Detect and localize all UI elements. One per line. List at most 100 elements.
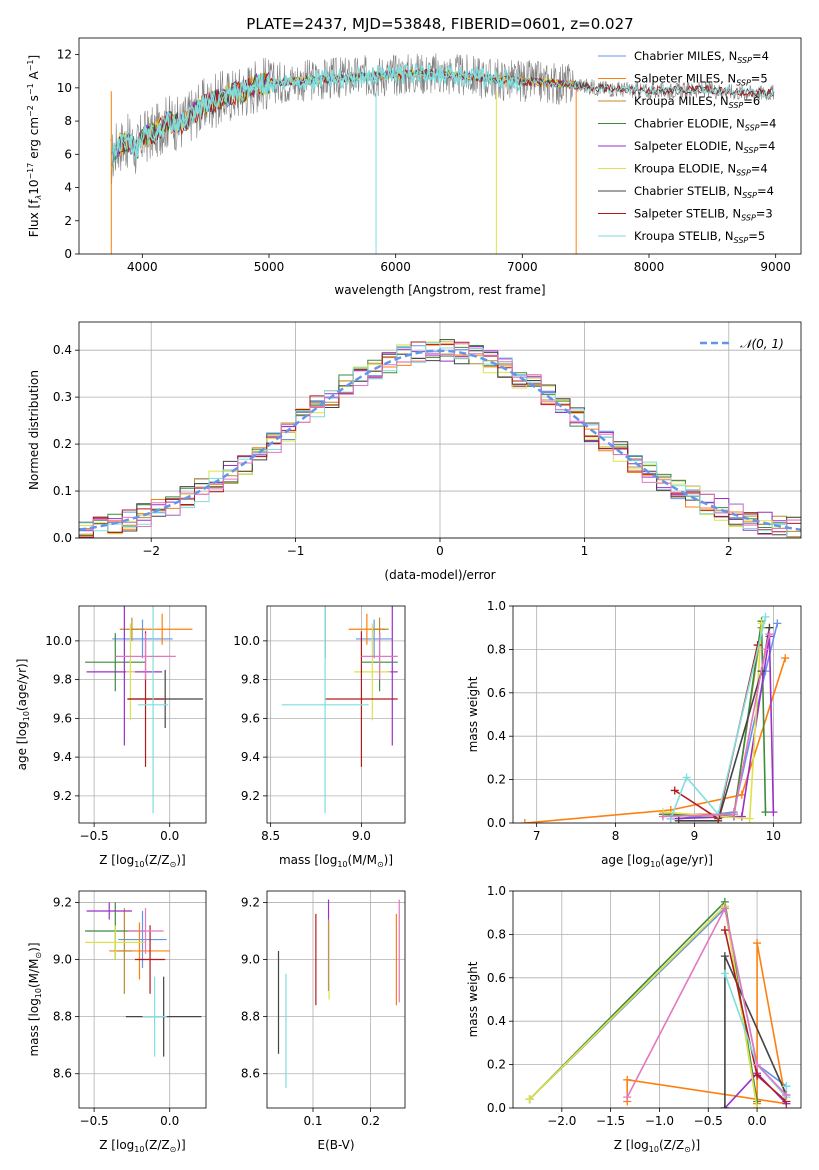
panel-age-vs-mass: 8.5 9.0 9.2 9.4 9.6 9.8 10.0 mass [log10(M/M⊙)] xyxy=(233,605,406,869)
y-tick-label: 0.3 xyxy=(53,390,72,404)
plot-area xyxy=(85,606,203,814)
y-tick-label: 9.0 xyxy=(53,953,72,967)
legend-label: 𝒩(0, 1) xyxy=(740,337,784,351)
weight-marker xyxy=(520,819,529,823)
x-tick-label: −1.0 xyxy=(645,1114,674,1128)
panel-residuals: −2 −1 0 1 2 0.0 0.1 0.2 0.3 0.4 (data-model)/error… xyxy=(27,321,802,582)
legend-label: Salpeter ELODIE, NSSP=4 xyxy=(634,139,775,155)
legend-label: Chabrier STELIB, NSSP=4 xyxy=(634,184,774,200)
weight-marker xyxy=(525,1095,534,1104)
weight-marker xyxy=(720,969,729,978)
weight-marker xyxy=(761,645,770,654)
x-tick-label: 0 xyxy=(436,544,444,558)
x-tick-label: 0.2 xyxy=(361,1114,380,1128)
weight-marker xyxy=(720,904,729,913)
x-tick-label: 7 xyxy=(533,829,541,843)
x-tick-label: 5000 xyxy=(254,260,285,274)
y-tick-label: 9.6 xyxy=(241,711,260,725)
x-axis-label: age [log10(age/yr)] xyxy=(601,853,713,869)
x-tick-label: 1 xyxy=(581,544,589,558)
histogram-step xyxy=(79,342,801,538)
weight-marker xyxy=(753,1060,762,1069)
y-tick-label: 9.2 xyxy=(53,895,72,909)
x-tick-label: 8 xyxy=(612,829,620,843)
y-axis-label: Normed distribution xyxy=(27,370,41,490)
axes-frame xyxy=(512,890,802,1109)
y-axis-label: age [log10(age/yr)] xyxy=(15,659,31,771)
weight-marker xyxy=(737,812,746,821)
y-tick-label: 6 xyxy=(64,147,72,161)
y-tick-label: 0.4 xyxy=(53,343,72,357)
weight-marker xyxy=(753,939,762,948)
x-tick-label: 0.1 xyxy=(303,1114,322,1128)
y-tick-label: 8 xyxy=(64,114,72,128)
model-spectrum-line xyxy=(111,63,523,163)
plot-area xyxy=(79,339,801,538)
axes-frame xyxy=(266,890,406,1109)
y-tick-label: 2 xyxy=(64,214,72,228)
legend-label: Kroupa STELIB, NSSP=5 xyxy=(634,229,765,245)
axes-frame xyxy=(78,890,207,1109)
panel-mass-vs-Z: −0.5 0.0 8.6 8.8 9.0 9.2 Z [log10(Z/Z⊙)] mass [… xyxy=(27,890,207,1154)
weight-marker xyxy=(674,816,683,823)
panel-spectrum: 4000 5000 6000 7000 8000 9000 0 2 4 6 8 10 12 wavelen… xyxy=(26,37,802,297)
weight-marker xyxy=(682,773,691,782)
y-tick-label: 8.8 xyxy=(241,1010,260,1024)
plot-area xyxy=(281,606,398,814)
weight-line xyxy=(662,634,771,818)
y-tick-label: 0.8 xyxy=(487,642,506,656)
x-tick-label: 4000 xyxy=(127,260,158,274)
y-tick-label: 0.2 xyxy=(487,773,506,787)
figure-title: PLATE=2437, MJD=53848, FIBERID=0601, z=0… xyxy=(246,15,633,33)
y-tick-label: 0.4 xyxy=(487,1014,506,1028)
weight-marker xyxy=(781,654,790,663)
y-tick-label: 0 xyxy=(64,247,72,261)
weight-marker xyxy=(720,952,729,961)
plot-area xyxy=(110,53,775,254)
y-tick-label: 0.0 xyxy=(487,816,506,830)
y-tick-label: 0.2 xyxy=(53,437,72,451)
y-tick-label: 0.6 xyxy=(487,686,506,700)
weight-line xyxy=(529,904,758,1108)
y-axis-label: mass weight xyxy=(466,961,480,1037)
weight-line xyxy=(529,906,787,1100)
y-tick-label: 10 xyxy=(57,81,72,95)
x-tick-label: −0.5 xyxy=(694,1114,723,1128)
y-tick-label: 0.6 xyxy=(487,971,506,985)
x-tick-label: −0.5 xyxy=(80,1114,109,1128)
y-tick-label: 1.0 xyxy=(487,599,506,613)
legend-label: Chabrier MILES, NSSP=4 xyxy=(634,49,769,65)
y-tick-label: 9.4 xyxy=(241,750,260,764)
plot-area xyxy=(520,612,790,823)
x-axis-label: Z [log10(Z/Z⊙)] xyxy=(99,853,185,869)
y-tick-label: 9.8 xyxy=(241,673,260,687)
legend: Chabrier MILES, NSSP=4 Salpeter MILES, NS… xyxy=(598,49,776,245)
weight-line xyxy=(626,906,787,1098)
weight-marker xyxy=(769,808,778,817)
x-tick-label: 9000 xyxy=(760,260,791,274)
y-tick-label: 8.6 xyxy=(241,1067,260,1081)
plot-area xyxy=(525,897,791,1108)
x-axis-label: (data-model)/error xyxy=(384,568,495,582)
x-axis-label: mass [log10(M/M⊙)] xyxy=(279,853,393,869)
x-tick-label: −2 xyxy=(142,544,160,558)
weight-marker xyxy=(720,1104,729,1108)
axes-frame xyxy=(512,605,802,824)
weight-marker xyxy=(670,786,679,795)
x-tick-label: −0.5 xyxy=(80,829,109,843)
x-tick-label: 2 xyxy=(725,544,733,558)
weight-marker xyxy=(753,1071,762,1080)
weight-marker xyxy=(623,1075,632,1084)
weight-marker xyxy=(761,612,770,621)
y-axis-label: mass [log10(M/M⊙)] xyxy=(27,942,43,1056)
y-tick-label: 9.0 xyxy=(241,953,260,967)
panel-weight-vs-Z: −2.0 −1.5 −1.0 −0.5 0.0 0.0 0.2 0.4 0.6 0.8 1.0 Z [… xyxy=(466,884,802,1154)
weight-marker xyxy=(773,619,782,628)
x-axis-label: E(B-V) xyxy=(317,1138,354,1152)
weight-line xyxy=(670,636,775,820)
panel-mass-vs-EBV: 0.1 0.2 8.6 8.8 9.0 9.2 E(B-V) xyxy=(241,890,406,1152)
x-axis-label: wavelength [Angstrom, rest frame] xyxy=(334,283,545,297)
x-tick-label: 7000 xyxy=(507,260,538,274)
y-tick-label: 4 xyxy=(64,181,72,195)
